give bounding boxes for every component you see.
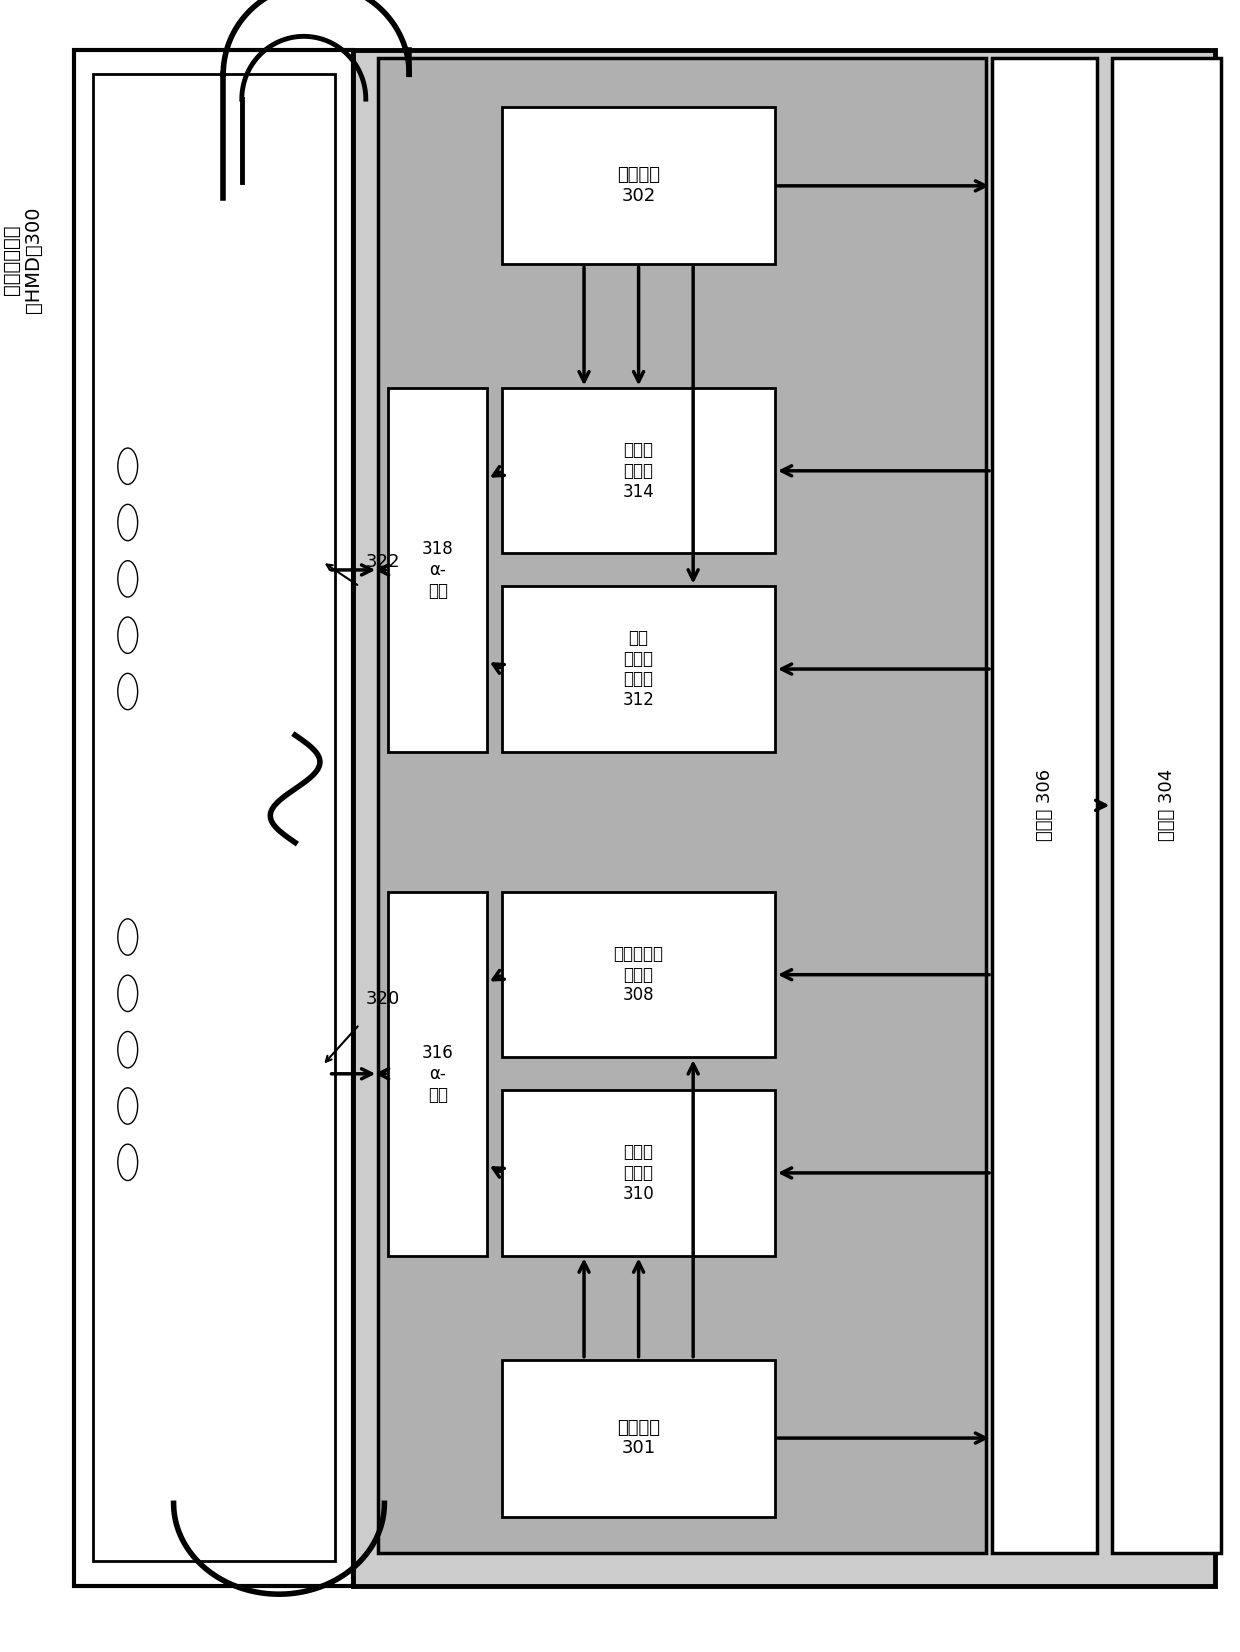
FancyBboxPatch shape bbox=[502, 107, 775, 264]
FancyBboxPatch shape bbox=[177, 430, 291, 677]
Text: 头戴式显示器
（HMD）300: 头戴式显示器 （HMD）300 bbox=[1, 206, 43, 312]
FancyBboxPatch shape bbox=[74, 50, 353, 1586]
Ellipse shape bbox=[118, 919, 138, 955]
FancyBboxPatch shape bbox=[502, 586, 775, 752]
FancyBboxPatch shape bbox=[378, 58, 986, 1553]
Text: 存储器 306: 存储器 306 bbox=[1035, 770, 1054, 841]
Ellipse shape bbox=[118, 1145, 138, 1181]
Ellipse shape bbox=[118, 616, 138, 653]
Ellipse shape bbox=[118, 1031, 138, 1067]
FancyBboxPatch shape bbox=[93, 74, 335, 1561]
Text: 316
α-
混合: 316 α- 混合 bbox=[422, 1044, 454, 1104]
Text: 318
α-
混合: 318 α- 混合 bbox=[422, 540, 454, 600]
FancyBboxPatch shape bbox=[502, 1360, 775, 1517]
Text: 322: 322 bbox=[366, 553, 401, 570]
FancyBboxPatch shape bbox=[153, 867, 316, 1181]
FancyBboxPatch shape bbox=[502, 892, 775, 1057]
Ellipse shape bbox=[118, 560, 138, 596]
Ellipse shape bbox=[118, 674, 138, 710]
Text: 左眼跟踪
301: 左眼跟踪 301 bbox=[618, 1419, 660, 1457]
Text: 320: 320 bbox=[366, 991, 401, 1008]
Ellipse shape bbox=[118, 1087, 138, 1123]
FancyBboxPatch shape bbox=[105, 843, 329, 1206]
Text: 中央凹外帧
缓冲器
308: 中央凹外帧 缓冲器 308 bbox=[614, 945, 663, 1004]
FancyBboxPatch shape bbox=[105, 372, 329, 735]
Ellipse shape bbox=[118, 448, 138, 484]
Ellipse shape bbox=[118, 504, 138, 540]
Text: 中央帧
缓冲器
314: 中央帧 缓冲器 314 bbox=[622, 441, 655, 501]
FancyBboxPatch shape bbox=[1112, 58, 1221, 1553]
FancyBboxPatch shape bbox=[502, 388, 775, 553]
Ellipse shape bbox=[118, 975, 138, 1011]
FancyBboxPatch shape bbox=[388, 388, 487, 752]
FancyBboxPatch shape bbox=[502, 1090, 775, 1256]
FancyBboxPatch shape bbox=[388, 892, 487, 1256]
Text: 中央
凹外帧
缓冲器
312: 中央 凹外帧 缓冲器 312 bbox=[622, 629, 655, 709]
Text: 右眼跟踪
302: 右眼跟踪 302 bbox=[618, 167, 660, 205]
Text: 中央帧
缓冲器
310: 中央帧 缓冲器 310 bbox=[622, 1143, 655, 1203]
FancyBboxPatch shape bbox=[353, 50, 1215, 1586]
FancyBboxPatch shape bbox=[153, 396, 316, 710]
FancyBboxPatch shape bbox=[992, 58, 1097, 1553]
Text: 处理器 304: 处理器 304 bbox=[1158, 770, 1176, 841]
FancyBboxPatch shape bbox=[177, 900, 291, 1148]
